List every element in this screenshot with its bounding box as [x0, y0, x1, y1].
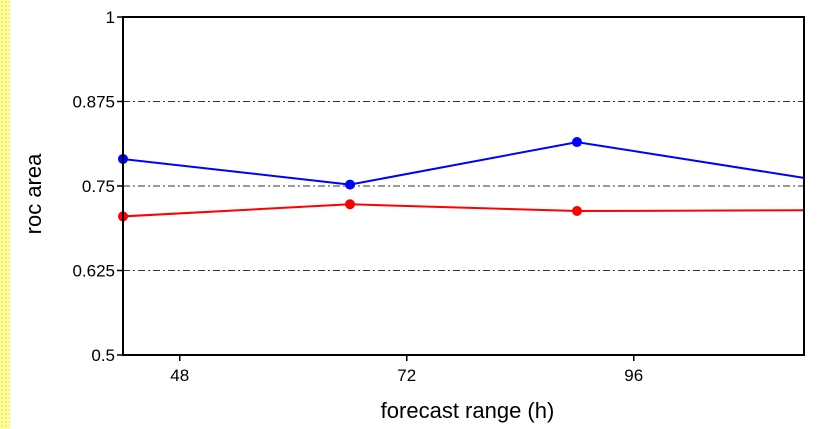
series-2-point	[345, 199, 355, 210]
y-axis-ticks: 0.5 0.625 0.75 0.875 1	[72, 8, 123, 365]
x-axis-ticks: 48 72 96	[170, 355, 643, 385]
y-axis-title: roc area	[21, 153, 46, 234]
x-axis-title: forecast range (h)	[381, 398, 555, 423]
y-tick-label: 0.5	[91, 346, 115, 365]
y-tick-label: 0.625	[72, 262, 115, 281]
series-layer	[118, 137, 805, 222]
series-2-line	[122, 203, 805, 218]
x-tick-label: 48	[170, 366, 189, 385]
x-tick-label: 72	[397, 366, 416, 385]
series-1-point	[572, 137, 582, 148]
series-1-line	[122, 141, 805, 186]
series-2-point	[572, 206, 582, 217]
y-tick-label: 0.75	[82, 177, 115, 196]
y-tick-label: 1	[106, 8, 115, 27]
series-1-point	[345, 179, 355, 190]
x-tick-label: 96	[624, 366, 643, 385]
grid-lines	[123, 101, 804, 271]
y-tick-label: 0.875	[72, 93, 115, 112]
